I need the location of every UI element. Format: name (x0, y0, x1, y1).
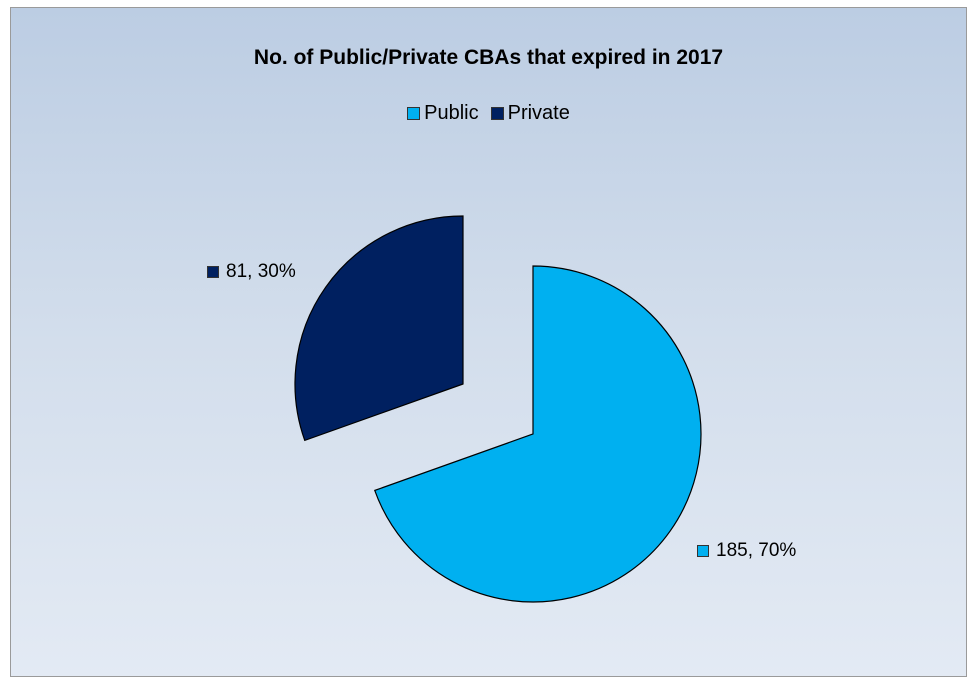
pie-slice-public (373, 265, 702, 603)
legend-item-private: Private (490, 102, 570, 125)
legend: Public Private (11, 102, 966, 125)
legend-swatch-private (490, 107, 504, 120)
pie-chart (294, 215, 702, 603)
legend-label-private: Private (507, 102, 570, 124)
pie-slice-private (294, 215, 464, 442)
chart-area: No. of Public/Private CBAs that expired … (10, 7, 967, 677)
data-label-swatch-private (207, 266, 219, 278)
data-label-text-public: 185, 70% (716, 540, 797, 561)
data-label-public: 185, 70% (697, 540, 796, 562)
legend-label-public: Public (424, 102, 479, 124)
legend-swatch-public (407, 107, 421, 120)
legend-item-public: Public (407, 102, 479, 125)
data-label-swatch-public (697, 545, 709, 557)
data-label-text-private: 81, 30% (226, 261, 296, 282)
chart-title: No. of Public/Private CBAs that expired … (253, 46, 724, 69)
data-label-private: 81, 30% (207, 261, 296, 283)
